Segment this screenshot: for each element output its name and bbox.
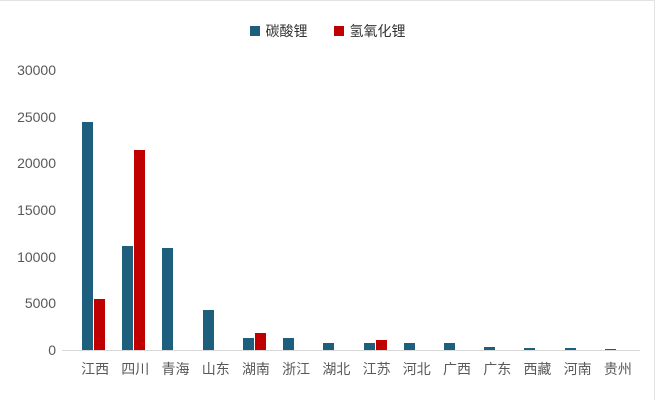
x-tick-label: 河南 [563, 361, 592, 377]
legend-swatch-hydroxide-icon [333, 26, 344, 36]
bar-氢氧化锂-江苏 [375, 339, 387, 350]
x-tick-label: 四川 [121, 361, 150, 377]
bar-碳酸锂-广西 [443, 343, 455, 350]
bar-碳酸锂-江苏 [363, 342, 375, 350]
bar-碳酸锂-江西 [82, 122, 93, 350]
legend-item-lithium-carbonate: 碳酸锂 [249, 21, 308, 41]
x-tick-label: 湖北 [322, 361, 351, 377]
bar-碳酸锂-四川 [122, 246, 134, 350]
y-tick-label: 20000 [17, 155, 56, 172]
x-tick-label: 广东 [483, 361, 512, 377]
bar-氢氧化锂-江西 [94, 298, 105, 350]
x-axis-line [62, 350, 640, 351]
x-tick-label: 青海 [161, 361, 190, 377]
x-tick-label: 山东 [201, 361, 230, 377]
x-tick-label: 西藏 [523, 361, 552, 377]
legend-label-carbonate: 碳酸锂 [265, 23, 308, 39]
bar-碳酸锂-河南 [564, 348, 576, 350]
x-tick-label: 浙江 [282, 361, 311, 377]
plot-area [75, 1, 638, 350]
bar-碳酸锂-西藏 [524, 348, 536, 350]
bar-碳酸锂-湖北 [323, 342, 335, 350]
chart-legend: 碳酸锂 氢氧化锂 [0, 21, 654, 41]
y-tick-label: 0 [48, 342, 56, 358]
legend-swatch-carbonate-icon [249, 26, 260, 36]
x-tick-label: 江西 [81, 361, 110, 377]
legend-item-lithium-hydroxide: 氢氧化锂 [333, 21, 406, 41]
bar-氢氧化锂-四川 [134, 150, 146, 350]
bar-碳酸锂-贵州 [604, 348, 616, 350]
bar-碳酸锂-青海 [162, 248, 174, 350]
x-tick-label: 湖南 [241, 361, 270, 377]
y-tick-label: 10000 [17, 248, 56, 265]
y-tick-label: 25000 [17, 108, 56, 125]
x-tick-label: 贵州 [603, 361, 632, 377]
legend-label-hydroxide: 氢氧化锂 [349, 23, 406, 39]
y-tick-label: 5000 [24, 295, 56, 312]
bar-碳酸锂-广东 [484, 346, 496, 350]
y-tick-label: 15000 [17, 202, 56, 218]
bar-碳酸锂-山东 [202, 309, 214, 350]
bar-氢氧化锂-湖南 [254, 333, 266, 350]
bar-碳酸锂-河北 [403, 342, 415, 350]
bar-碳酸锂-浙江 [283, 337, 295, 350]
bar-碳酸锂-湖南 [242, 337, 254, 350]
x-tick-label: 河北 [402, 361, 431, 377]
x-tick-label: 江苏 [362, 361, 391, 377]
y-tick-label: 30000 [17, 62, 56, 78]
x-tick-label: 广西 [443, 361, 472, 377]
